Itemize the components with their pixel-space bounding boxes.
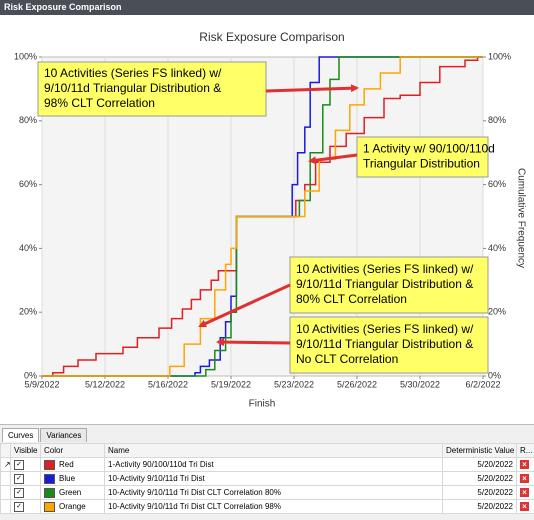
annotation-text: 9/10/11d Triangular Distribution & [296,277,473,291]
tab[interactable]: Curves [2,428,39,442]
remove-button[interactable]: × [520,474,529,483]
color-swatch [44,502,55,512]
y-tick-label: 100% [14,51,37,61]
y2-axis-label: Cumulative Frequency [515,168,526,268]
color-name: Red [59,460,74,469]
curve-name: 10-Activity 9/10/11d Tri Dist CLT Correl… [105,486,443,500]
x-tick-label: 6/2/2022 [465,379,500,389]
column-header: R... [517,444,534,458]
row-marker [1,486,11,500]
visible-checkbox[interactable]: ✓ [14,502,24,512]
x-tick-label: 5/16/2022 [148,379,188,389]
color-cell: Red [41,458,105,472]
header-cell [1,444,11,458]
x-tick-label: 5/9/2022 [24,379,59,389]
x-tick-label: 5/23/2022 [274,379,314,389]
y-tick-label: 20% [19,307,37,317]
color-swatch [44,474,55,484]
y-tick-label: 80% [19,115,37,125]
color-cell: Green [41,486,105,500]
annotation-text: Triangular Distribution [363,157,480,171]
visible-cell: ✓ [11,486,41,500]
deterministic-value: 5/20/2022 [443,500,517,514]
visible-checkbox[interactable]: ✓ [14,488,24,498]
row-marker [1,472,11,486]
column-header: Visible [11,444,41,458]
color-swatch [44,488,55,498]
annotation-text: 10 Activities (Series FS linked) w/ [296,322,474,336]
x-axis-label: Finish [249,399,276,410]
x-tick-label: 5/12/2022 [85,379,125,389]
annotation-text: 9/10/11d Triangular Distribution & [44,81,221,95]
color-name: Green [59,488,81,497]
curve-name: 10-Activity 9/10/11d Tri Dist CLT Correl… [105,500,443,514]
y-tick-label: 60% [19,179,37,189]
y-tick-label: 40% [19,243,37,253]
y2-tick-label: 0% [488,370,501,380]
annotation-text: 10 Activities (Series FS linked) w/ [296,262,474,276]
remove-button[interactable]: × [520,488,529,497]
deterministic-value: 5/20/2022 [443,458,517,472]
row-marker: ↗ [1,458,11,472]
color-cell: Orange [41,500,105,514]
annotation-text: 98% CLT Correlation [44,96,155,110]
x-tick-label: 5/26/2022 [337,379,377,389]
annotation-arrow [218,342,290,343]
x-tick-label: 5/30/2022 [400,379,440,389]
annotation-text: No CLT Correlation [296,352,398,366]
visible-checkbox[interactable]: ✓ [14,474,24,484]
row-marker [1,500,11,514]
annotation-text: 80% CLT Correlation [296,292,407,306]
deterministic-value: 5/20/2022 [443,472,517,486]
annotation-text: 9/10/11d Triangular Distribution & [296,337,473,351]
y2-tick-label: 80% [488,115,506,125]
y2-tick-label: 100% [488,51,511,61]
annotation-text: 10 Activities (Series FS linked) w/ [44,66,222,80]
visible-cell: ✓ [11,500,41,514]
grid-row[interactable]: ✓ Green 10-Activity 9/10/11d Tri Dist CLT … [1,486,534,500]
visible-checkbox[interactable]: ✓ [14,460,24,470]
y2-tick-label: 20% [488,307,506,317]
visible-cell: ✓ [11,472,41,486]
grid-row[interactable]: ✓ Orange 10-Activity 9/10/11d Tri Dist CLT… [1,500,534,514]
y2-tick-label: 40% [488,243,506,253]
chart: Risk Exposure Comparison Finish Cumulati… [0,15,534,422]
x-tick-label: 5/19/2022 [211,379,251,389]
color-swatch [44,460,55,470]
column-header: Name [105,444,443,458]
color-name: Blue [59,474,75,483]
remove-cell: × [517,486,534,500]
window-title: Risk Exposure Comparison [0,0,534,15]
deterministic-value: 5/20/2022 [443,486,517,500]
remove-cell: × [517,458,534,472]
curve-name: 1-Activity 90/100/110d Tri Dist [105,458,443,472]
column-header: Color [41,444,105,458]
tab[interactable]: Variances [40,428,87,442]
color-cell: Blue [41,472,105,486]
remove-cell: × [517,472,534,486]
visible-cell: ✓ [11,458,41,472]
y2-tick-label: 60% [488,179,506,189]
annotation-text: 1 Activity w/ 90/100/110d [363,142,495,156]
y-tick-label: 0% [24,370,37,380]
curve-name: 10-Activity 9/10/11d Tri Dist [105,472,443,486]
column-header: Deterministic Value [443,444,517,458]
chart-title: Risk Exposure Comparison [199,30,344,44]
remove-button[interactable]: × [520,502,529,511]
remove-cell: × [517,500,534,514]
color-name: Orange [59,502,86,511]
remove-button[interactable]: × [520,460,529,469]
